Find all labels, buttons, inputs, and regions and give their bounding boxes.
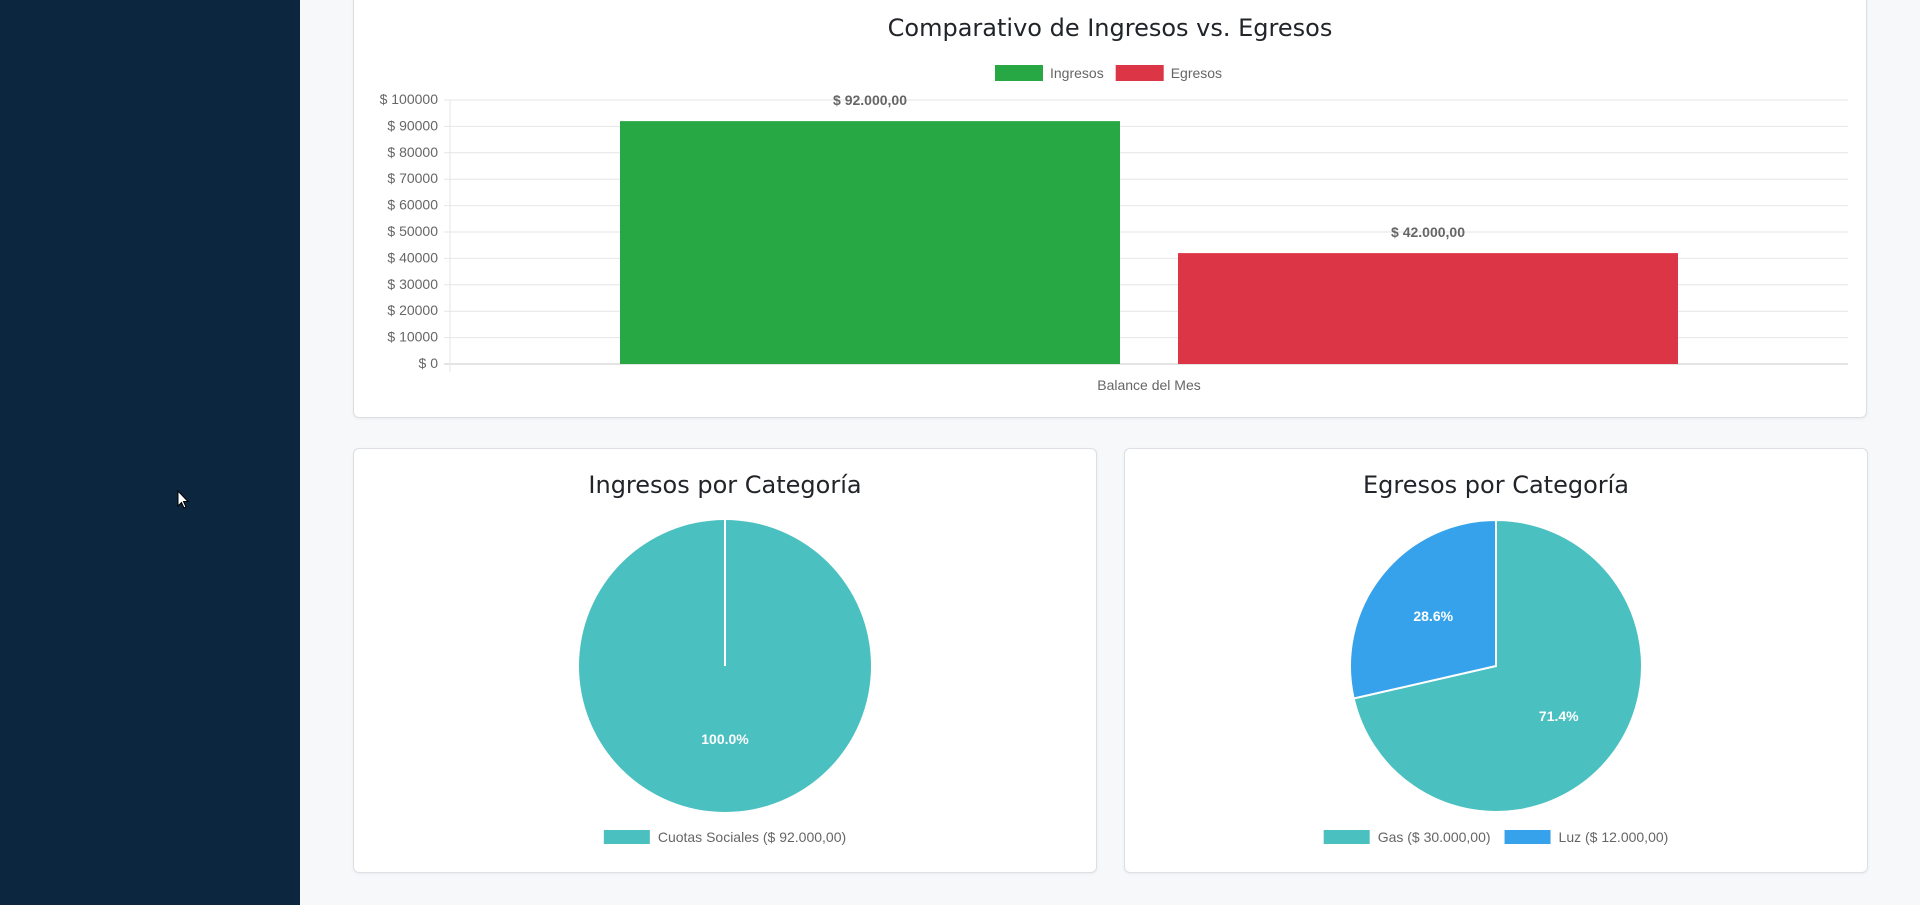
y-tick-label: $ 80000 bbox=[387, 144, 438, 160]
slice-percent-label: 71.4% bbox=[1539, 708, 1579, 724]
legend-swatch bbox=[1323, 830, 1370, 844]
y-tick-label: $ 50000 bbox=[387, 223, 438, 239]
y-tick-label: $ 0 bbox=[419, 355, 439, 371]
pie-legend: Gas ($ 30.000,00) Luz ($ 12.000,00) bbox=[1323, 829, 1669, 845]
sidebar bbox=[0, 0, 300, 905]
y-tick-label: $ 90000 bbox=[387, 117, 438, 133]
pie-slice bbox=[1352, 518, 1643, 813]
pie-ingresos-card: Ingresos por Categoría 100.0% Cuotas Soci… bbox=[353, 448, 1097, 873]
y-tick-label: $ 30000 bbox=[387, 276, 438, 292]
legend-swatch-ingresos bbox=[995, 65, 1043, 81]
slice-percent-label: 100.0% bbox=[701, 731, 749, 747]
x-category-label: Balance del Mes bbox=[1097, 377, 1201, 393]
bar-chart-card: Comparativo de Ingresos vs. Egresos $ 0 $… bbox=[353, 0, 1867, 418]
bar-ingresos bbox=[620, 121, 1120, 364]
legend-swatch-egresos bbox=[1115, 65, 1164, 81]
pie-ingresos-title: Ingresos por Categoría bbox=[588, 471, 862, 499]
y-tick-label: $ 40000 bbox=[387, 249, 438, 265]
pie-legend: Cuotas Sociales ($ 92.000,00) bbox=[603, 829, 846, 845]
pie-slice bbox=[1349, 518, 1497, 700]
slice-percent-label: 28.6% bbox=[1413, 608, 1453, 624]
y-tick-label: $ 100000 bbox=[380, 91, 439, 107]
y-tick-label: $ 70000 bbox=[387, 170, 438, 186]
legend-label: Gas ($ 30.000,00) bbox=[1378, 829, 1491, 845]
y-tick-label: $ 60000 bbox=[387, 197, 438, 213]
bar-data-label: $ 92.000,00 bbox=[833, 92, 907, 108]
bar-chart: $ 0 $ 10000 $ 20000 $ 30000 $ 40000 $ 50000 $ … bbox=[380, 65, 1848, 393]
bar-chart-title: Comparativo de Ingresos vs. Egresos bbox=[887, 14, 1333, 42]
bar-data-label: $ 42.000,00 bbox=[1391, 224, 1465, 240]
pie-egresos-card: Egresos por Categoría 71.4% 28.6% Gas ($ 3… bbox=[1124, 448, 1868, 873]
pie-egresos-title: Egresos por Categoría bbox=[1362, 471, 1630, 499]
pie-ingresos-chart: 100.0% Cuotas Sociales ($ 92.000,00) bbox=[579, 520, 871, 845]
legend-swatch bbox=[603, 830, 650, 844]
legend-label-ingresos: Ingresos bbox=[1050, 65, 1104, 81]
y-tick-label: $ 10000 bbox=[387, 329, 438, 345]
legend-label: Luz ($ 12.000,00) bbox=[1559, 829, 1669, 845]
legend-label: Cuotas Sociales ($ 92.000,00) bbox=[658, 829, 846, 845]
mouse-cursor-icon bbox=[177, 490, 190, 509]
bar-egresos bbox=[1178, 253, 1678, 364]
legend-swatch bbox=[1504, 830, 1551, 844]
legend-label-egresos: Egresos bbox=[1171, 65, 1222, 81]
pie-egresos-chart: 71.4% 28.6% Gas ($ 30.000,00) Luz ($ 12.000… bbox=[1323, 518, 1669, 845]
y-tick-label: $ 20000 bbox=[387, 302, 438, 318]
